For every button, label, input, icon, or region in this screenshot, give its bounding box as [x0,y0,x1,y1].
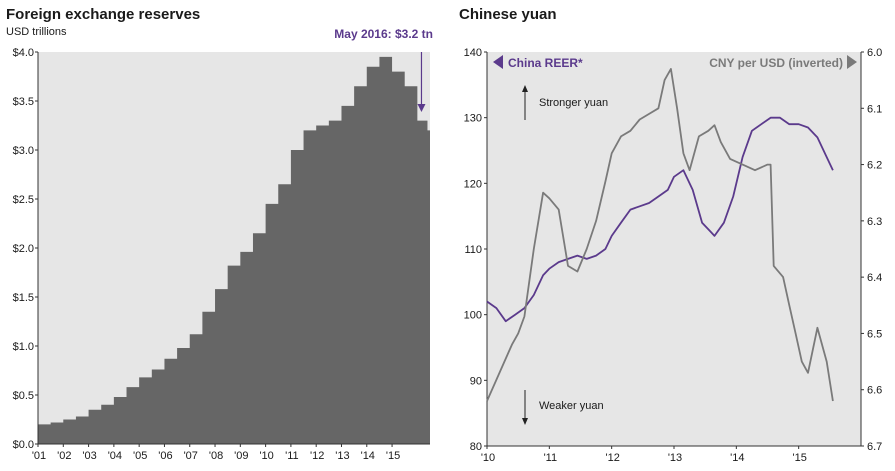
x-tick-label: '05 [133,450,147,462]
x-tick-label: '10 [481,452,495,464]
y-tick-label: $4.0 [13,47,34,59]
cny-legend-label: CNY per USD (inverted) [709,56,843,70]
reserves-chart-panel: Foreign exchange reserves USD trillions … [6,6,433,462]
x-tick-label: '02 [57,450,71,462]
x-tick-label: '11 [544,452,558,464]
yuan-chart-svg: 80 90 100 110 120 130 140 6.0 6.1 6.2 6.3 6.4 6.5 6.6… [464,47,883,464]
y-tick-label: $3.0 [13,145,34,157]
cny-legend-arrow [847,55,857,69]
y-tick-label: $0.5 [13,390,34,402]
x-tick-label: '12 [605,452,619,464]
x-tick-label: '14 [730,452,744,464]
right-y-tick-label: 6.3 [867,216,882,228]
reer-legend-label: China REER* [508,56,583,70]
annotation-arrow-head [417,104,426,112]
left-y-tick-label: 100 [464,310,482,322]
right-y-tick-label: 6.4 [867,272,882,284]
y-tick-label: $2.0 [13,243,34,255]
panel-divider [448,0,451,471]
stronger-yuan-label: Stronger yuan [539,97,608,109]
right-y-tick-label: 6.2 [867,160,882,172]
weaker-arrow-head [522,418,528,425]
x-tick-label: '01 [32,450,46,462]
x-tick-label: '11 [285,450,299,462]
yuan-chart-title: Chinese yuan [459,6,557,23]
y-tick-label: $0.0 [13,439,34,451]
reer-line [486,116,834,323]
plot-area [487,52,861,446]
x-tick-label: '09 [234,450,248,462]
right-y-tick-label: 6.5 [867,328,882,340]
right-y-tick-label: 6.1 [867,103,882,115]
x-tick-label: '13 [668,452,682,464]
x-tick-label: '12 [310,450,324,462]
reserves-chart-svg: $0.0 $0.5 $1.0 $1.5 $2.0 $2.5 $3.0 $3.5 $4.0 '01 '… [13,27,433,462]
right-y-tick-label: 6.0 [867,47,882,59]
x-tick-label: '15 [386,450,400,462]
y-tick-label: $3.5 [13,96,34,108]
reserves-chart-subtitle: USD trillions [6,26,67,38]
stronger-arrow-head [522,85,528,92]
reserves-annotation: May 2016: $3.2 tn [334,27,433,41]
y-tick-label: $2.5 [13,194,34,206]
x-tick-label: '04 [108,450,122,462]
x-tick-label: '06 [158,450,172,462]
x-tick-label: '07 [184,450,198,462]
left-y-tick-label: 130 [464,113,482,125]
x-tick-label: '15 [792,452,806,464]
cny-line [486,68,834,402]
x-tick-label: '10 [259,450,273,462]
left-y-tick-label: 110 [464,244,482,256]
x-tick-label: '03 [82,450,96,462]
reer-legend-arrow [493,55,503,69]
reserves-area [38,56,430,445]
right-y-tick-label: 6.7 [867,441,882,453]
x-tick-label: '14 [361,450,375,462]
y-tick-label: $1.0 [13,341,34,353]
left-y-tick-label: 140 [464,47,482,59]
right-y-tick-label: 6.6 [867,385,882,397]
yuan-chart-panel: Chinese yuan 80 90 100 110 120 130 140 6.0 6.1 6.… [451,0,895,471]
y-tick-label: $1.5 [13,292,34,304]
x-tick-label: '13 [335,450,349,462]
x-tick-label: '08 [209,450,223,462]
left-y-tick-label: 80 [470,441,482,453]
left-y-tick-label: 120 [464,178,482,190]
weaker-yuan-label: Weaker yuan [539,400,604,412]
reserves-chart-title: Foreign exchange reserves [6,6,201,23]
left-y-tick-label: 90 [470,375,482,387]
